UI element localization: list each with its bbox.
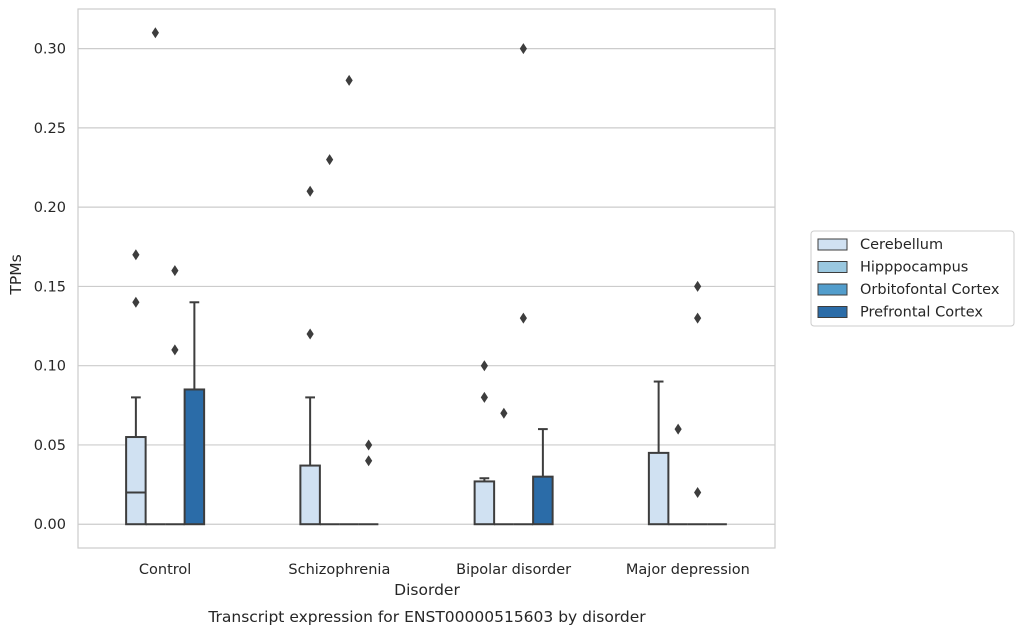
outlier-point [694, 312, 702, 324]
legend-swatch [817, 261, 848, 273]
y-axis-label: TPMs [7, 254, 25, 295]
box [532, 475, 554, 526]
outlier-point [694, 487, 702, 499]
legend: Cerebellum Hipppocampus Orbitofontal Corte… [810, 230, 1015, 327]
outlier-point [519, 43, 527, 55]
box-group [299, 396, 321, 526]
outlier-point [674, 423, 682, 435]
y-tick-labels: 0.00 0.05 0.10 0.15 0.20 0.25 0.30 [34, 42, 66, 534]
outlier-point [480, 391, 488, 403]
box [647, 451, 670, 526]
plot-frame [77, 8, 776, 549]
outlier-point [132, 249, 140, 261]
outliers [132, 27, 702, 499]
outlier-point [326, 154, 334, 166]
outlier-point [345, 74, 353, 86]
outlier-point [500, 407, 508, 419]
outlier-point [365, 439, 373, 451]
y-tick-label: 0.00 [34, 517, 66, 533]
x-axis-label: Disorder [394, 581, 460, 599]
y-tick-label: 0.10 [34, 359, 66, 375]
gridlines [78, 48, 775, 525]
y-tick-label: 0.05 [34, 438, 66, 454]
x-tick-label: Bipolar disorder [456, 562, 571, 578]
legend-entry-label: Hipppocampus [860, 260, 968, 276]
box [473, 480, 496, 526]
box-group [532, 428, 554, 526]
box [125, 436, 147, 526]
legend-frame [810, 230, 1015, 327]
y-tick-label: 0.15 [34, 279, 66, 295]
legend-entry-label: Prefrontal Cortex [860, 305, 983, 321]
y-tick-label: 0.25 [34, 121, 66, 137]
box [299, 464, 321, 526]
outlier-point [519, 312, 527, 324]
outlier-point [365, 455, 373, 467]
x-tick-labels: Control Schizophrenia Bipolar disorder Majo… [139, 562, 750, 578]
box-group [473, 477, 496, 526]
x-tick-label: Schizophrenia [288, 562, 390, 578]
outlier-point [694, 280, 702, 292]
box [183, 388, 206, 526]
box-group [183, 301, 206, 526]
legend-swatch [817, 306, 848, 318]
chart-caption: Transcript expression for ENST0000051560… [207, 608, 646, 626]
boxes [125, 301, 727, 526]
outlier-point [151, 27, 159, 39]
box-group [647, 380, 670, 526]
outlier-point [306, 185, 314, 197]
outlier-point [171, 344, 179, 356]
legend-swatch [817, 238, 848, 251]
y-tick-label: 0.30 [34, 42, 66, 58]
outlier-point [306, 328, 314, 340]
x-tick-label: Major depression [626, 562, 750, 578]
outlier-point [480, 360, 488, 372]
y-tick-label: 0.20 [34, 200, 66, 216]
box-group [125, 396, 147, 526]
outlier-point [132, 296, 140, 308]
legend-entry-label: Orbitofontal Cortex [860, 282, 1000, 298]
legend-entry-label: Cerebellum [860, 237, 943, 253]
x-tick-label: Control [139, 562, 191, 578]
legend-swatch [817, 283, 848, 296]
outlier-point [171, 265, 179, 277]
